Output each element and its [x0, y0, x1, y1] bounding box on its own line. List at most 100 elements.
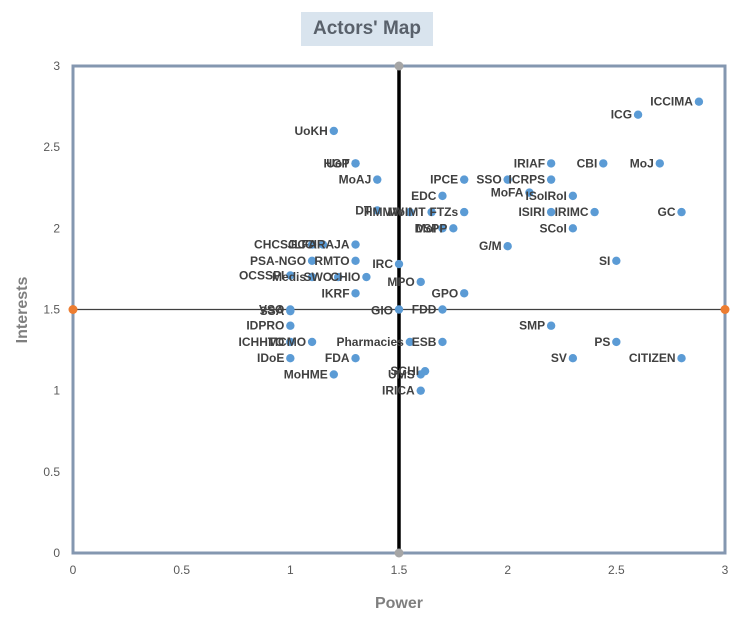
- x-tick-label: 1.5: [391, 563, 408, 577]
- data-point: [449, 224, 458, 233]
- chart-title: Actors' Map: [301, 12, 433, 46]
- data-point-label: HMMW: [364, 205, 405, 219]
- data-point-label: ICHHTO: [239, 335, 285, 349]
- data-point: [286, 321, 295, 330]
- data-point-label: IRIAF: [514, 156, 545, 170]
- data-point: [333, 272, 343, 282]
- data-point-label: Medis: [272, 270, 306, 284]
- data-point-label: CHCSGC: [254, 238, 306, 252]
- y-tick-label: 0: [53, 546, 60, 560]
- data-point: [438, 305, 447, 314]
- data-point: [329, 370, 338, 379]
- y-tick-label: 3: [53, 59, 60, 73]
- data-point-label: IKRF: [322, 286, 350, 300]
- y-tick-label: 1: [53, 384, 60, 398]
- data-point-label: FDA: [325, 351, 350, 365]
- y-tick-label: 2: [53, 221, 60, 235]
- data-point: [546, 159, 556, 168]
- data-point-label: PS: [594, 335, 610, 349]
- data-point-label: MoFA: [491, 186, 524, 200]
- data-point-label: VSO: [259, 303, 284, 317]
- data-point-label: IDPRO: [246, 319, 284, 333]
- data-point-label: ICRPS: [508, 173, 545, 187]
- data-point: [329, 126, 338, 136]
- data-point-label: HGP: [324, 156, 350, 170]
- data-point-label: PSA-NGO: [250, 254, 306, 268]
- data-point-label: ICG: [611, 108, 632, 122]
- data-point-label: GIO: [371, 304, 393, 318]
- data-point-label: SWO: [303, 270, 332, 284]
- data-point: [351, 240, 360, 249]
- data-point: [318, 240, 328, 249]
- data-point-label: DT: [355, 203, 372, 217]
- data-point-label: IRIMC: [555, 205, 589, 219]
- data-point: [655, 159, 664, 168]
- y-tick-label: 1.5: [43, 303, 60, 317]
- data-point: [351, 159, 360, 168]
- data-point: [612, 256, 621, 265]
- data-point-label: MoI: [416, 221, 437, 235]
- quadrant-line-endpoint: [720, 305, 730, 314]
- data-point: [460, 207, 469, 217]
- data-point: [568, 354, 578, 363]
- x-tick-label: 2: [504, 563, 511, 577]
- data-point: [612, 337, 621, 347]
- data-point-label: UoKH: [294, 124, 327, 138]
- data-point-label: MPO: [387, 275, 414, 289]
- data-point-label: ISIRI: [518, 205, 545, 219]
- data-point: [362, 272, 371, 282]
- data-point: [525, 188, 534, 197]
- data-point: [694, 97, 704, 106]
- data-point: [590, 207, 599, 217]
- data-point: [503, 241, 512, 251]
- data-point-label: MoHME: [284, 367, 328, 381]
- data-point-label: FDD: [412, 303, 437, 317]
- data-point: [546, 207, 556, 217]
- x-tick-label: 3: [722, 563, 729, 577]
- data-point: [286, 354, 295, 363]
- data-point: [307, 256, 317, 265]
- data-point-label: SSO: [476, 173, 501, 187]
- y-tick-label: 0.5: [43, 465, 60, 479]
- data-point: [460, 175, 469, 184]
- data-point-label: IPCE: [430, 173, 458, 187]
- data-point-label: CBI: [577, 156, 598, 170]
- data-point-label: UMS: [388, 367, 415, 381]
- data-point-label: SI: [599, 254, 610, 268]
- data-point: [307, 272, 317, 282]
- data-point: [460, 289, 469, 298]
- data-point: [677, 354, 686, 363]
- data-point: [405, 207, 415, 217]
- x-tick-label: 0.5: [173, 563, 190, 577]
- data-point: [677, 207, 686, 217]
- x-tick-label: 1: [287, 563, 294, 577]
- data-point: [286, 306, 295, 316]
- data-point: [394, 259, 404, 269]
- x-axis-title: Power: [375, 595, 423, 612]
- data-point-label: Pharmacies: [336, 335, 404, 349]
- data-point: [373, 206, 382, 215]
- data-point: [286, 271, 295, 280]
- data-point-label: IRICA: [382, 384, 415, 398]
- data-point: [438, 224, 447, 233]
- data-point-label: GC: [658, 205, 676, 219]
- data-point: [394, 305, 404, 314]
- data-point: [438, 191, 447, 201]
- data-point: [351, 354, 360, 363]
- data-point-label: MCMO: [268, 335, 306, 349]
- data-point: [427, 207, 436, 217]
- data-point-label: OCSSPI: [239, 268, 284, 282]
- data-point: [416, 370, 425, 379]
- data-point-label: ISoIRoI: [526, 189, 567, 203]
- data-point-label: SSA: [260, 304, 285, 318]
- data-point-label: FARAJA: [302, 238, 350, 252]
- data-point-label: SMP: [519, 319, 545, 333]
- data-point-label: JLICI: [288, 238, 317, 252]
- data-point-label: MoIMT: [388, 205, 427, 219]
- data-point-label: EDC: [411, 189, 437, 203]
- x-tick-label: 2.5: [608, 563, 625, 577]
- y-axis-title: Interests: [14, 277, 31, 344]
- data-point-label: SCoI: [540, 221, 567, 235]
- data-point-label: SV: [551, 351, 567, 365]
- data-point-label: RMTO: [314, 254, 349, 268]
